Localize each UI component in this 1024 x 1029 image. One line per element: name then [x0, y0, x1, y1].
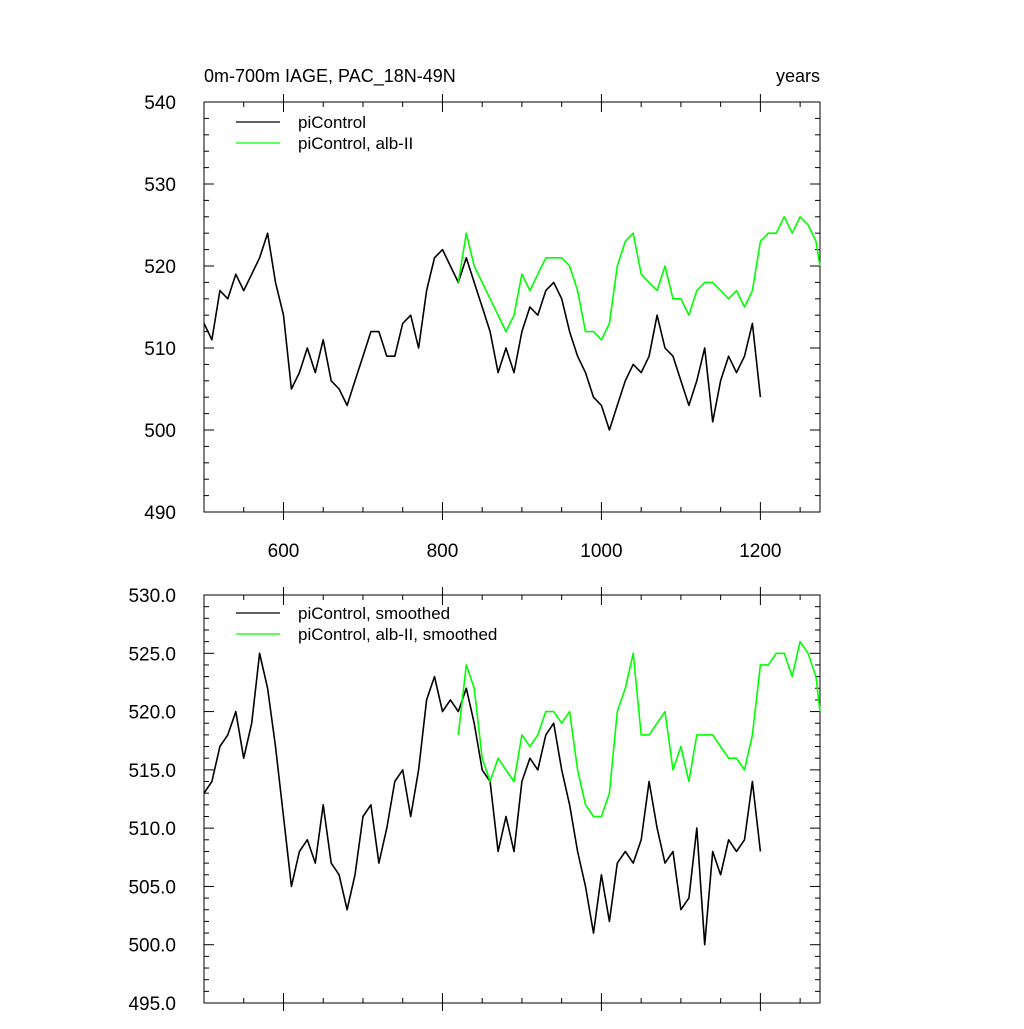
bottom-axis-ticks — [203, 587, 820, 1011]
bottom-panel: 495.0 500.0 505.0 510.0 515.0 520.0 525.0 530.0… — [128, 586, 821, 1015]
top-title-left: 0m-700m IAGE, PAC_18N-49N — [204, 66, 456, 87]
bottom-legend-label-picontrol: piControl, smoothed — [298, 604, 450, 623]
top-legend-label-picontrol: piControl — [298, 113, 366, 132]
bottom-legend-label-alb: piControl, alb-II, smoothed — [298, 625, 497, 644]
top-series-line-picontrol — [203, 232, 762, 431]
top-panel: 0m-700m IAGE, PAC_18N-49N years 490 500 51… — [144, 66, 821, 562]
top-axis-ticks — [203, 94, 820, 520]
top-ytick-label: 510 — [144, 339, 176, 360]
bottom-series-group — [203, 640, 821, 946]
bottom-series-line-picontrol — [203, 652, 762, 946]
top-xtick-label: 800 — [427, 541, 459, 562]
bottom-legend: piControl, smoothed piControl, alb-II, s… — [236, 604, 497, 644]
top-ytick-label: 500 — [144, 421, 176, 442]
bottom-plot-frame — [203, 594, 821, 1004]
top-xtick-label: 1200 — [739, 541, 781, 562]
top-ytick-label: 530 — [144, 175, 176, 196]
top-xtick-label: 600 — [268, 541, 300, 562]
bottom-ytick-label: 530.0 — [128, 586, 176, 607]
bottom-axis-labels: 495.0 500.0 505.0 510.0 515.0 520.0 525.0 530.0 — [128, 586, 176, 1015]
bottom-ytick-label: 515.0 — [128, 761, 176, 782]
bottom-ytick-label: 510.0 — [128, 819, 176, 840]
top-legend: piControl piControl, alb-II — [236, 113, 413, 153]
bottom-ytick-label: 500.0 — [128, 936, 176, 957]
bottom-ytick-label: 505.0 — [128, 877, 176, 898]
top-legend-label-alb: piControl, alb-II — [298, 134, 413, 153]
bottom-ytick-label: 525.0 — [128, 644, 176, 665]
bottom-series-line-alb — [457, 640, 821, 818]
top-ytick-label: 540 — [144, 93, 176, 114]
top-plot-frame — [203, 101, 821, 513]
top-series-group — [203, 216, 821, 431]
top-xtick-label: 1000 — [580, 541, 622, 562]
top-ytick-label: 490 — [144, 503, 176, 524]
top-axis-labels: 490 500 510 520 530 540 600 800 1000 1200 — [144, 93, 781, 562]
bottom-ytick-label: 520.0 — [128, 703, 176, 724]
top-series-line-alb — [457, 216, 821, 341]
top-title-right: years — [776, 66, 820, 86]
top-ytick-label: 520 — [144, 257, 176, 278]
bottom-ytick-label: 495.0 — [128, 994, 176, 1015]
